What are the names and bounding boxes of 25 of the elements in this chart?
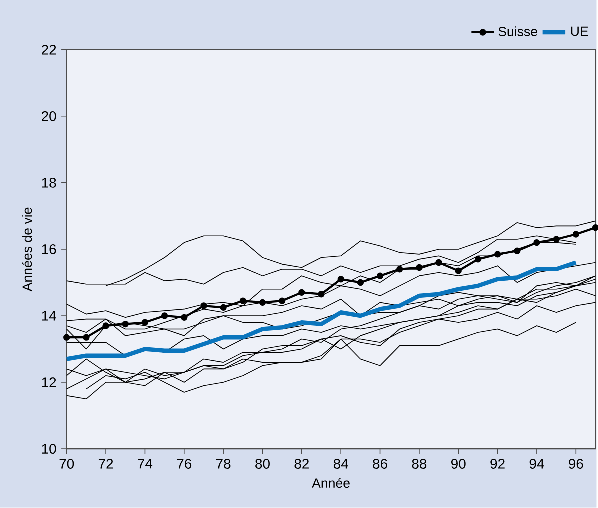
y-axis-title: Années de vie xyxy=(22,208,32,292)
x-tick-label: 70 xyxy=(60,459,74,470)
x-tick-label: 90 xyxy=(452,459,466,470)
x-tick-label: 80 xyxy=(256,459,270,470)
y-tick-label: 16 xyxy=(42,244,56,254)
x-tick-label: 88 xyxy=(412,459,427,470)
y-tick-label: 20 xyxy=(42,112,56,122)
x-tick-label: 96 xyxy=(569,459,584,470)
x-tick-label: 82 xyxy=(294,459,309,470)
x-tick-label: 86 xyxy=(373,459,388,470)
y-tick-label: 14 xyxy=(42,311,56,321)
x-tick-label: 74 xyxy=(138,459,153,469)
x-tick-label: 72 xyxy=(98,459,114,469)
x-tick-label: 92 xyxy=(490,459,505,470)
y-tick-label: 10 xyxy=(42,444,56,454)
x-tick-label: 94 xyxy=(530,459,544,470)
y-tick-label: 22 xyxy=(42,45,56,55)
x-tick-label: 84 xyxy=(334,459,348,470)
y-tick-label: 12 xyxy=(42,378,56,388)
legend-label: UE xyxy=(571,26,588,36)
y-tick-label: 18 xyxy=(42,178,56,188)
x-tick-label: 78 xyxy=(216,459,231,470)
x-tick-label: 76 xyxy=(177,459,192,470)
x-axis-title: Année xyxy=(312,478,350,488)
legend-label: Suisse xyxy=(498,26,538,36)
